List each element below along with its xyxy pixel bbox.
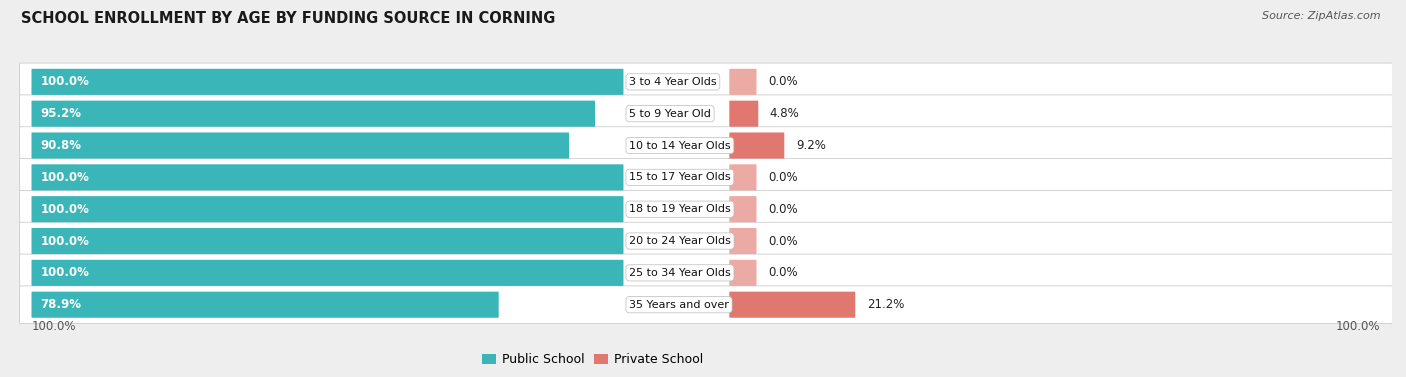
FancyBboxPatch shape <box>20 254 1392 292</box>
Text: 90.8%: 90.8% <box>41 139 82 152</box>
FancyBboxPatch shape <box>31 292 499 318</box>
FancyBboxPatch shape <box>20 190 1392 228</box>
Text: 20 to 24 Year Olds: 20 to 24 Year Olds <box>628 236 731 246</box>
FancyBboxPatch shape <box>20 127 1392 164</box>
Text: 100.0%: 100.0% <box>1336 320 1381 333</box>
Text: 10 to 14 Year Olds: 10 to 14 Year Olds <box>628 141 731 150</box>
FancyBboxPatch shape <box>20 222 1392 260</box>
Text: 0.0%: 0.0% <box>768 75 797 88</box>
FancyBboxPatch shape <box>31 228 623 254</box>
Text: 100.0%: 100.0% <box>32 320 76 333</box>
FancyBboxPatch shape <box>20 159 1392 196</box>
Text: 100.0%: 100.0% <box>41 171 90 184</box>
FancyBboxPatch shape <box>730 164 756 190</box>
FancyBboxPatch shape <box>31 260 623 286</box>
Text: 18 to 19 Year Olds: 18 to 19 Year Olds <box>628 204 731 214</box>
Text: 78.9%: 78.9% <box>41 298 82 311</box>
FancyBboxPatch shape <box>31 101 595 127</box>
Text: SCHOOL ENROLLMENT BY AGE BY FUNDING SOURCE IN CORNING: SCHOOL ENROLLMENT BY AGE BY FUNDING SOUR… <box>21 11 555 26</box>
Text: 25 to 34 Year Olds: 25 to 34 Year Olds <box>628 268 731 278</box>
FancyBboxPatch shape <box>730 292 855 318</box>
FancyBboxPatch shape <box>20 63 1392 101</box>
Text: 15 to 17 Year Olds: 15 to 17 Year Olds <box>628 172 731 182</box>
Text: 0.0%: 0.0% <box>768 171 797 184</box>
Text: 100.0%: 100.0% <box>41 267 90 279</box>
FancyBboxPatch shape <box>730 132 785 159</box>
FancyBboxPatch shape <box>730 69 756 95</box>
Text: Source: ZipAtlas.com: Source: ZipAtlas.com <box>1263 11 1381 21</box>
FancyBboxPatch shape <box>31 69 623 95</box>
FancyBboxPatch shape <box>730 260 756 286</box>
Text: 0.0%: 0.0% <box>768 234 797 248</box>
FancyBboxPatch shape <box>31 196 623 222</box>
FancyBboxPatch shape <box>730 196 756 222</box>
Text: 0.0%: 0.0% <box>768 203 797 216</box>
Text: 100.0%: 100.0% <box>41 203 90 216</box>
Text: 100.0%: 100.0% <box>41 234 90 248</box>
FancyBboxPatch shape <box>730 101 758 127</box>
Text: 21.2%: 21.2% <box>868 298 904 311</box>
Text: 0.0%: 0.0% <box>768 267 797 279</box>
Text: 4.8%: 4.8% <box>770 107 800 120</box>
FancyBboxPatch shape <box>31 132 569 159</box>
FancyBboxPatch shape <box>20 286 1392 323</box>
FancyBboxPatch shape <box>730 228 756 254</box>
FancyBboxPatch shape <box>31 164 623 190</box>
Text: 35 Years and over: 35 Years and over <box>628 300 728 310</box>
Text: 5 to 9 Year Old: 5 to 9 Year Old <box>628 109 711 119</box>
Text: 3 to 4 Year Olds: 3 to 4 Year Olds <box>628 77 717 87</box>
Text: 100.0%: 100.0% <box>41 75 90 88</box>
Text: 95.2%: 95.2% <box>41 107 82 120</box>
FancyBboxPatch shape <box>20 95 1392 132</box>
Legend: Public School, Private School: Public School, Private School <box>477 348 709 371</box>
Text: 9.2%: 9.2% <box>796 139 825 152</box>
